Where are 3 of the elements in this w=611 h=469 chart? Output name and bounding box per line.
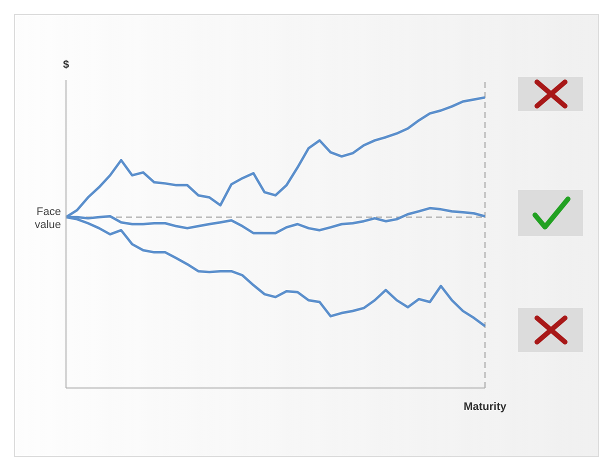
y-axis-title: $ (62, 59, 70, 71)
text: Maturity (464, 401, 506, 413)
ref-line-label: Face value (34, 206, 61, 232)
